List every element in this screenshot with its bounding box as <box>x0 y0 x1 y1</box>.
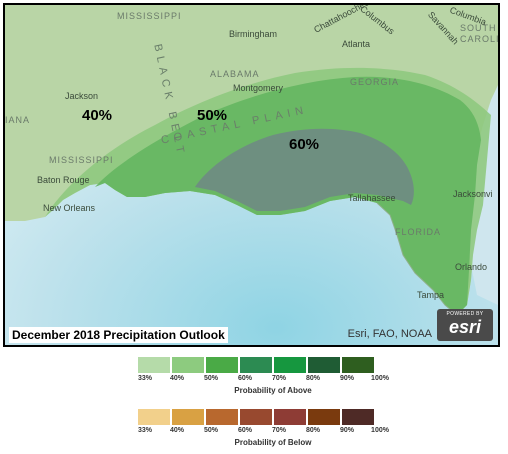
city-label: Jacksonvi <box>453 189 493 199</box>
esri-logo[interactable]: POWERED BY esri <box>437 309 493 341</box>
state-label: MISSISSIPPI <box>117 11 182 21</box>
city-label: Birmingham <box>229 29 278 39</box>
city-label: Atlanta <box>342 39 371 49</box>
legend-tick: 70% <box>271 375 287 382</box>
legend-tick: 70% <box>271 427 287 434</box>
legend-swatch <box>341 408 375 426</box>
state-label: ALABAMA <box>210 69 260 79</box>
legend-tick: 60% <box>237 427 253 434</box>
zone-label-60: 60% <box>289 136 320 153</box>
legend-tick: 33% <box>137 375 153 382</box>
legend-below: 33% 40% 50% 60% 70% 80% 90% 100% Probabi… <box>137 408 409 447</box>
legend-swatch <box>341 356 375 374</box>
city-label: Tallahassee <box>348 193 396 203</box>
legend-swatch <box>239 408 273 426</box>
legend-swatch <box>205 408 239 426</box>
legend-tick: 90% <box>339 375 355 382</box>
legend-above-caption: Probability of Above <box>234 386 312 395</box>
state-label: FLORIDA <box>395 227 442 237</box>
city-label: Jackson <box>65 91 99 101</box>
legend-swatch <box>137 356 171 374</box>
zone-label-40: 40% <box>82 107 113 124</box>
legend-swatch <box>239 356 273 374</box>
city-label: New Orleans <box>43 203 96 213</box>
city-label: Montgomery <box>233 83 284 93</box>
map-attribution: Esri, FAO, NOAA <box>347 328 432 340</box>
legend-below-ticks: 33% 40% 50% 60% 70% 80% 90% 100% <box>137 426 409 438</box>
logo-name: esri <box>448 317 482 337</box>
legend-above: 33% 40% 50% 60% 70% 80% 90% 100% Probabi… <box>137 356 409 395</box>
legend-below-caption: Probability of Below <box>234 438 312 447</box>
state-label: IANA <box>5 115 31 125</box>
legend-tick: 60% <box>237 375 253 382</box>
legend-tick: 40% <box>169 375 185 382</box>
legend-swatch <box>171 356 205 374</box>
map-panel[interactable]: MISSISSIPPI ALABAMA GEORGIA MISSISSIPPI … <box>3 3 500 347</box>
map-title: December 2018 Precipitation Outlook <box>9 327 228 343</box>
legend-swatch <box>171 408 205 426</box>
legend-swatch <box>137 408 171 426</box>
zone-label-50: 50% <box>197 107 228 124</box>
basemap <box>5 5 498 345</box>
legend-swatch <box>307 356 341 374</box>
legend-tick: 40% <box>169 427 185 434</box>
legend-tick: 33% <box>137 427 153 434</box>
legend-tick: 90% <box>339 427 355 434</box>
legend-swatch <box>205 356 239 374</box>
state-label: GEORGIA <box>350 77 400 87</box>
city-label: Baton Rouge <box>37 175 90 185</box>
state-label: SOUTH CAROLINA <box>460 23 500 44</box>
state-label: MISSISSIPPI <box>49 155 114 165</box>
legend-tick: 100% <box>371 427 389 434</box>
legend-above-ticks: 33% 40% 50% 60% 70% 80% 90% 100% <box>137 374 409 386</box>
legend-tick: 80% <box>305 427 321 434</box>
logo-powered-by: POWERED BY <box>446 311 484 317</box>
legend-swatch <box>273 408 307 426</box>
zone-60 <box>195 128 414 211</box>
city-label: Tampa <box>417 290 445 300</box>
city-label: Orlando <box>455 262 488 272</box>
legend-swatch <box>307 408 341 426</box>
legend-tick: 50% <box>203 427 219 434</box>
legend-tick: 80% <box>305 375 321 382</box>
legend-tick: 50% <box>203 375 219 382</box>
florida-outline <box>376 202 458 316</box>
legend-below-swatches <box>137 408 409 426</box>
legend-swatch <box>273 356 307 374</box>
legend-above-swatches <box>137 356 409 374</box>
legend-tick: 100% <box>371 375 389 382</box>
